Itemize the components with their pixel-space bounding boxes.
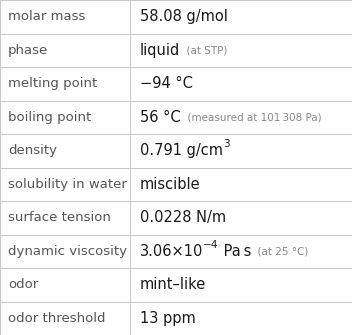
Text: (at 25 °C): (at 25 °C)	[251, 246, 308, 256]
Text: 0.791 g/cm: 0.791 g/cm	[140, 143, 223, 158]
Text: surface tension: surface tension	[8, 211, 111, 224]
Text: 13 ppm: 13 ppm	[140, 311, 196, 326]
Text: Pa s: Pa s	[219, 244, 251, 259]
Text: 3.06×10: 3.06×10	[140, 244, 203, 259]
Text: (measured at 101 308 Pa): (measured at 101 308 Pa)	[181, 112, 321, 122]
Text: 56 °C: 56 °C	[140, 110, 181, 125]
Text: miscible: miscible	[140, 177, 201, 192]
Text: 0.0228 N/m: 0.0228 N/m	[140, 210, 226, 225]
Text: −4: −4	[203, 240, 219, 250]
Text: boiling point: boiling point	[8, 111, 91, 124]
Text: 58.08 g/mol: 58.08 g/mol	[140, 9, 228, 24]
Text: molar mass: molar mass	[8, 10, 86, 23]
Text: liquid: liquid	[140, 43, 180, 58]
Text: (at STP): (at STP)	[180, 45, 228, 55]
Text: −94 °C: −94 °C	[140, 76, 193, 91]
Text: mint–like: mint–like	[140, 277, 206, 292]
Text: melting point: melting point	[8, 77, 97, 90]
Text: phase: phase	[8, 44, 48, 57]
Text: 3: 3	[223, 139, 230, 149]
Text: solubility in water: solubility in water	[8, 178, 127, 191]
Text: density: density	[8, 144, 57, 157]
Text: odor: odor	[8, 278, 38, 291]
Text: dynamic viscosity: dynamic viscosity	[8, 245, 127, 258]
Text: odor threshold: odor threshold	[8, 312, 106, 325]
